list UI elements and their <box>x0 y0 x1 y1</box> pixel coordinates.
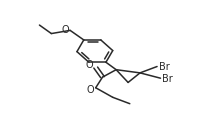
Text: O: O <box>61 25 69 35</box>
Text: Br: Br <box>159 62 170 71</box>
Text: O: O <box>85 60 93 70</box>
Text: O: O <box>87 85 94 95</box>
Text: Br: Br <box>162 74 173 84</box>
